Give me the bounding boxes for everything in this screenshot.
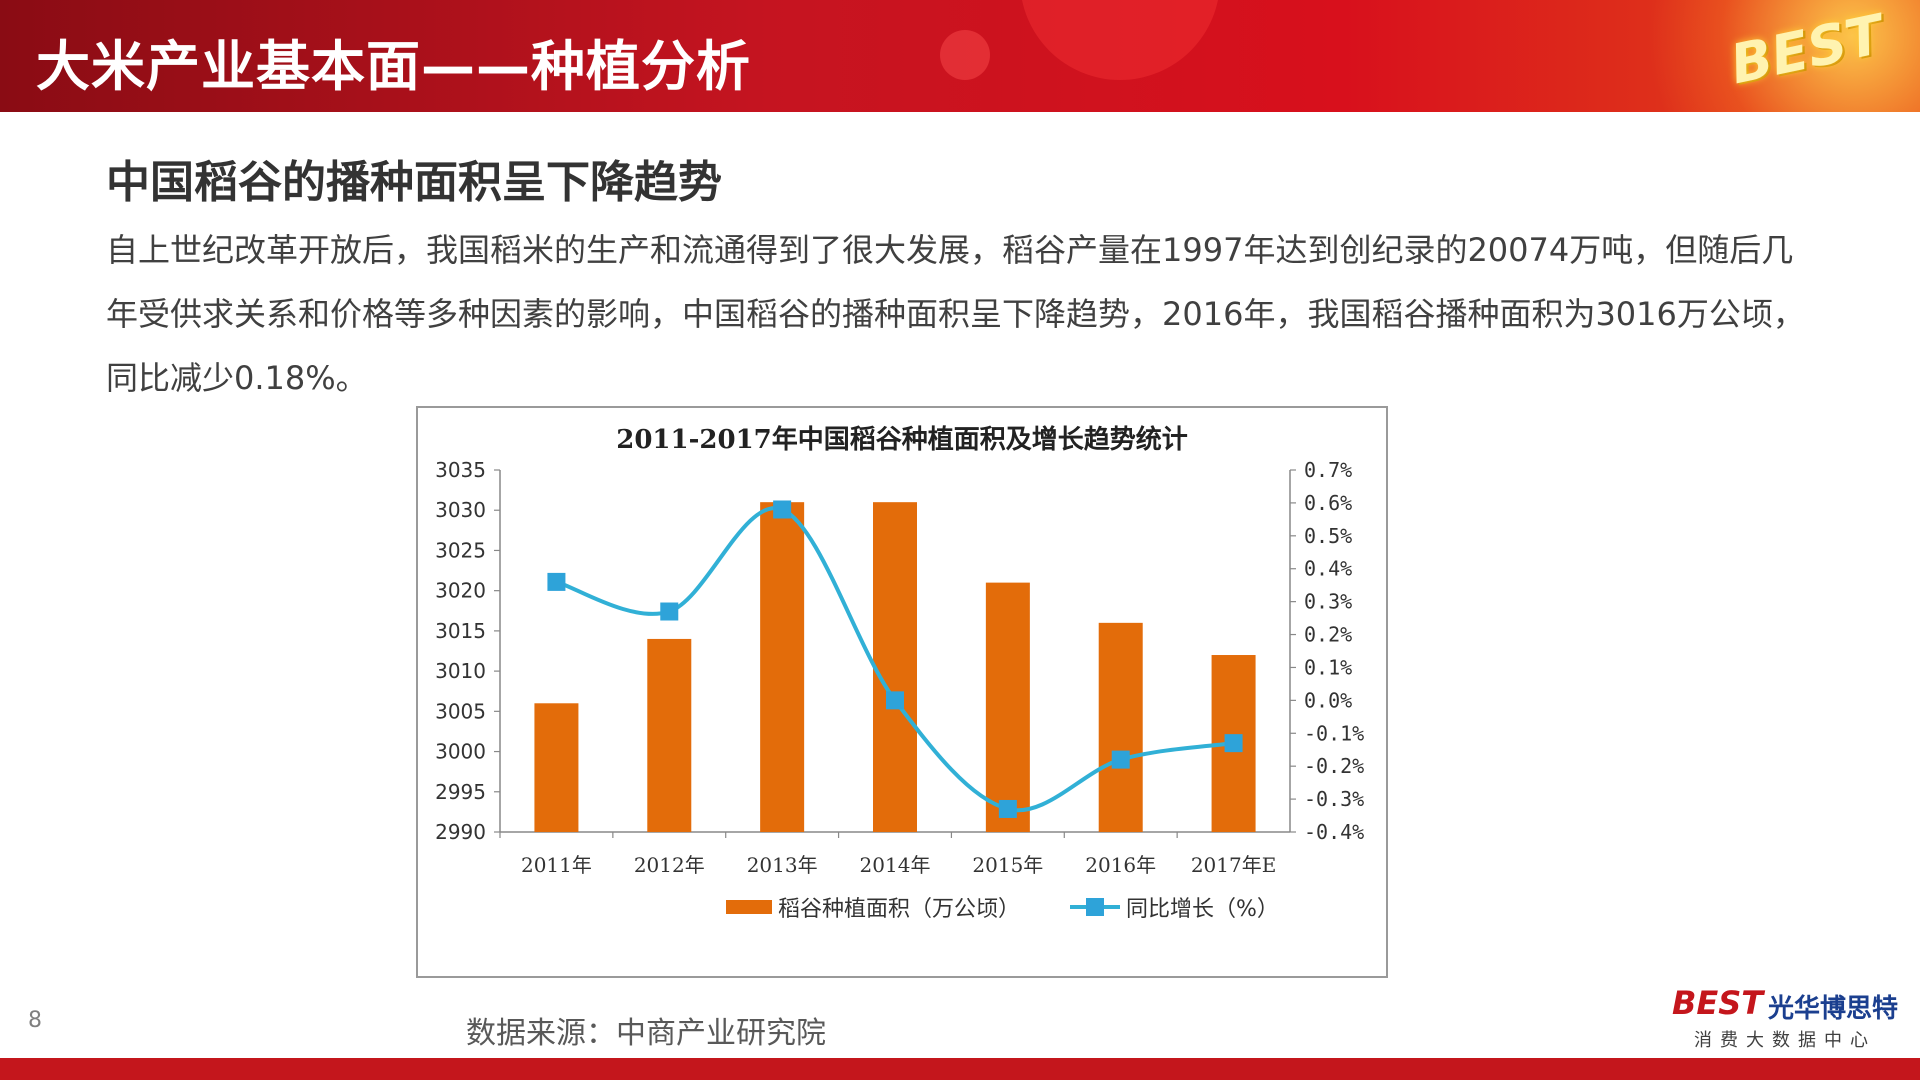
left-tick-label: 3035: [435, 458, 486, 482]
bar: [534, 703, 579, 832]
right-tick-label: 0.1%: [1304, 655, 1352, 679]
chart-title: 2011-2017年中国稻谷种植面积及增长趋势统计: [616, 424, 1188, 455]
right-tick-label: -0.4%: [1304, 820, 1364, 844]
bar: [647, 638, 692, 832]
right-tick-label: -0.3%: [1304, 787, 1364, 811]
x-tick-label: 2015年: [972, 853, 1043, 877]
brand-subtitle: 消费大数据中心: [1694, 1030, 1876, 1051]
growth-marker: [547, 572, 566, 591]
x-tick-label: 2016年: [1085, 853, 1156, 877]
growth-marker: [886, 691, 904, 710]
bar: [1098, 622, 1143, 832]
legend-line-marker: [1086, 898, 1104, 916]
left-tick-label: 3010: [435, 659, 486, 683]
growth-marker: [660, 602, 679, 621]
growth-marker: [1111, 750, 1130, 769]
brand-name: 光华博思特: [1768, 994, 1899, 1024]
right-tick-label: 0.5%: [1304, 524, 1352, 548]
legend-line-label: 同比增长（%）: [1126, 897, 1279, 922]
bar: [760, 502, 805, 832]
chart: 2011-2017年中国稻谷种植面积及增长趋势统计 3035 3030 3025 302…: [435, 424, 1364, 922]
x-tick-label: 2011年: [521, 853, 592, 877]
left-tick-label: 3015: [435, 619, 486, 643]
chart-container: 2011-2017年中国稻谷种植面积及增长趋势统计 3035 3030 3025 302…: [416, 406, 1388, 978]
header-decoration: [940, 30, 990, 80]
left-tick-label: 3020: [435, 579, 486, 603]
right-tick-label: 0.4%: [1304, 557, 1352, 581]
header-banner: 大米产业基本面——种植分析 BEST: [0, 0, 1920, 112]
bar: [873, 502, 917, 832]
legend-bar-swatch: [726, 900, 772, 914]
bar: [985, 582, 1030, 832]
left-tick-label: 3025: [435, 538, 486, 562]
right-tick-label: -0.2%: [1304, 754, 1364, 778]
left-tick-label: 3000: [435, 740, 486, 764]
section-title: 中国稻谷的播种面积呈下降趋势: [106, 157, 722, 208]
source-note: 数据来源：中商产业研究院: [466, 1016, 826, 1051]
right-tick-label: 0.2%: [1304, 623, 1352, 647]
left-tick-label: 3005: [435, 699, 486, 723]
right-tick-label: 0.7%: [1304, 458, 1352, 482]
left-tick-label: 2995: [435, 780, 486, 804]
footer-bar: [0, 1058, 1920, 1080]
brand-logo-text: BEST: [1672, 984, 1764, 1022]
header-decoration: [1020, 0, 1220, 80]
x-tick-label: 2017年E: [1191, 853, 1277, 877]
page-number: 8: [28, 1008, 42, 1033]
right-tick-label: -0.1%: [1304, 721, 1364, 745]
right-tick-label: 0.6%: [1304, 491, 1352, 515]
right-tick-label: 0.3%: [1304, 590, 1352, 614]
growth-marker: [998, 799, 1017, 818]
right-tick-label: 0.0%: [1304, 688, 1352, 712]
header-decoration: [1600, 0, 1920, 112]
x-tick-label: 2014年: [860, 853, 931, 877]
body-paragraph: 自上世纪改革开放后，我国稻米的生产和流通得到了很大发展，稻谷产量在1997年达到…: [106, 231, 1805, 397]
left-tick-label: 3030: [435, 498, 486, 522]
growth-marker: [1224, 734, 1243, 753]
growth-marker: [773, 500, 792, 519]
x-tick-label: 2012年: [634, 853, 705, 877]
page-title: 大米产业基本面——种植分析: [36, 35, 751, 98]
legend-bar-label: 稻谷种植面积（万公顷）: [778, 897, 1020, 922]
brand-logo: BEST 光华博思特 消费大数据中心: [1672, 984, 1904, 1051]
left-tick-label: 2990: [435, 820, 486, 844]
x-tick-label: 2013年: [747, 853, 818, 877]
